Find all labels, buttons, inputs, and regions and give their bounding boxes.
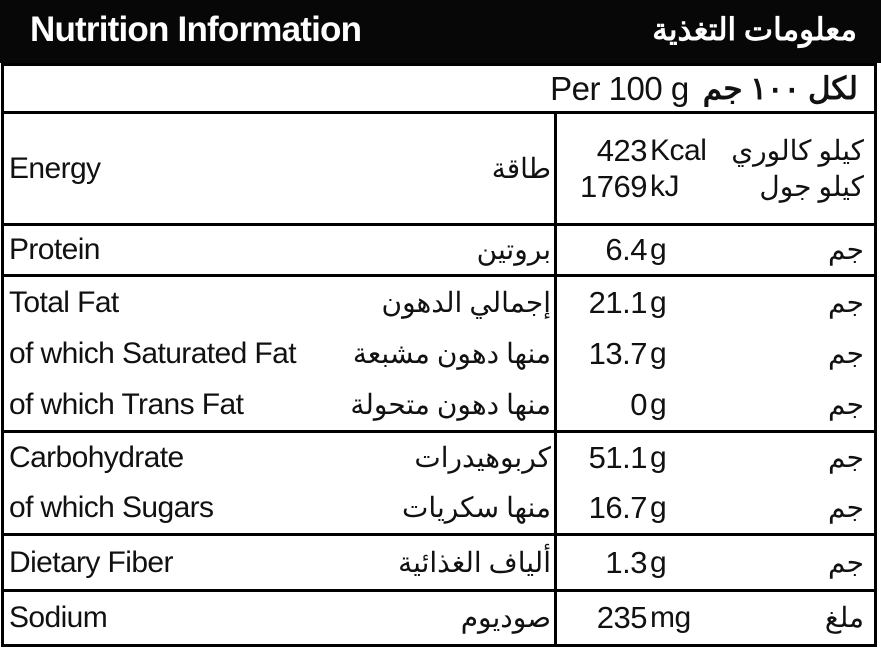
energy-kj-line: 1769 kJ كيلو جول <box>557 169 874 205</box>
protein-unit-en: g <box>650 233 667 266</box>
row-sodium: Sodium صوديوم 235 mg ملغ <box>4 592 874 644</box>
trans-fat-unit-ar: جم <box>828 389 864 421</box>
row-saturated-fat: of which Saturated Fat منها دهون مشبعة 1… <box>4 328 874 379</box>
sugars-label-en: of which Sugars <box>9 491 214 524</box>
protein-value-cell: 6.4 g جم <box>557 226 874 274</box>
fiber-label-cell: Dietary Fiber ألياف الغذائية <box>4 536 557 589</box>
row-protein: Protein بروتين 6.4 g جم <box>4 226 874 274</box>
sugars-label-ar: منها سكريات <box>402 493 551 524</box>
energy-label-en: Energy <box>9 151 101 185</box>
sodium-label-ar: صوديوم <box>460 603 551 634</box>
energy-kcal-value: 423 <box>596 132 648 168</box>
trans-fat-value: 0 <box>630 386 647 422</box>
protein-label-cell: Protein بروتين <box>4 226 557 274</box>
sugars-unit-en: g <box>650 491 667 524</box>
sodium-value-cell: 235 mg ملغ <box>557 592 874 644</box>
title-arabic: معلومات التغذية <box>652 11 857 47</box>
title-english: Nutrition Information <box>30 9 362 49</box>
trans-fat-label-en: of which Trans Fat <box>9 387 244 421</box>
fiber-unit-ar: جم <box>828 547 864 579</box>
carbohydrate-value: 51.1 <box>588 440 648 475</box>
saturated-fat-value-cell: 13.7 g جم <box>557 328 874 379</box>
trans-fat-label-cell: of which Trans Fat منها دهون متحولة <box>4 379 557 430</box>
protein-label-ar: بروتين <box>476 235 551 266</box>
row-carbohydrate: Carbohydrate كربوهيدرات 51.1 g جم <box>4 433 874 483</box>
header-bar: Nutrition Information معلومات التغذية <box>0 0 881 63</box>
per-100g-english: Per 100 g <box>550 69 689 107</box>
energy-kcal-unit-en: Kcal <box>650 133 707 167</box>
trans-fat-label-ar: منها دهون متحولة <box>350 389 551 421</box>
fiber-value-cell: 1.3 g جم <box>557 536 874 589</box>
saturated-fat-value: 13.7 <box>588 335 648 371</box>
row-trans-fat: of which Trans Fat منها دهون متحولة 0 g … <box>4 379 874 430</box>
sodium-unit-ar: ملغ <box>824 603 864 634</box>
energy-value-stack: 423 Kcal كيلو كالوري 1769 kJ كيلو جول <box>557 133 874 205</box>
total-fat-unit-ar: جم <box>828 287 864 319</box>
per-100g-arabic: لكل ١٠٠ جم <box>702 70 858 106</box>
total-fat-value: 21.1 <box>588 284 648 320</box>
trans-fat-unit-en: g <box>650 387 667 421</box>
carbohydrate-label-cell: Carbohydrate كربوهيدرات <box>4 433 557 483</box>
fiber-unit-en: g <box>650 545 667 579</box>
carbohydrate-label-ar: كربوهيدرات <box>414 443 551 474</box>
sodium-label-en: Sodium <box>9 601 108 634</box>
fiber-label-en: Dietary Fiber <box>9 545 174 579</box>
saturated-fat-label-cell: of which Saturated Fat منها دهون مشبعة <box>4 328 557 379</box>
row-sugars: of which Sugars منها سكريات 16.7 g جم <box>4 483 874 533</box>
fiber-label-ar: ألياف الغذائية <box>398 547 551 579</box>
sugars-value: 16.7 <box>588 490 648 525</box>
fiber-block: Dietary Fiber ألياف الغذائية 1.3 g جم <box>4 536 874 592</box>
energy-kcal-unit-ar: كيلو كالوري <box>731 135 864 167</box>
sodium-value: 235 <box>596 600 648 635</box>
energy-kcal-line: 423 Kcal كيلو كالوري <box>557 133 874 169</box>
row-energy: Energy طاقة 423 Kcal كيلو كالوري 1769 kJ <box>4 114 874 223</box>
protein-value: 6.4 <box>605 232 647 267</box>
protein-unit-ar: جم <box>828 235 864 266</box>
energy-label-ar: طاقة <box>491 153 551 185</box>
sodium-block: Sodium صوديوم 235 mg ملغ <box>4 592 874 647</box>
sodium-unit-en: mg <box>650 601 691 634</box>
total-fat-label-cell: Total Fat إجمالي الدهون <box>4 277 557 328</box>
total-fat-label-ar: إجمالي الدهون <box>381 287 551 319</box>
sodium-label-cell: Sodium صوديوم <box>4 592 557 644</box>
trans-fat-value-cell: 0 g جم <box>557 379 874 430</box>
carbohydrate-value-cell: 51.1 g جم <box>557 433 874 483</box>
energy-label-cell: Energy طاقة <box>4 114 557 223</box>
nutrition-table: Per 100 g لكل ١٠٠ جم Energy طاقة 423 Kca… <box>1 63 877 647</box>
saturated-fat-label-en: of which Saturated Fat <box>9 336 297 370</box>
saturated-fat-label-ar: منها دهون مشبعة <box>352 338 551 370</box>
energy-kj-unit-en: kJ <box>650 169 680 203</box>
energy-block: Energy طاقة 423 Kcal كيلو كالوري 1769 kJ <box>4 114 874 226</box>
fiber-value: 1.3 <box>605 544 647 580</box>
saturated-fat-unit-en: g <box>650 336 667 370</box>
total-fat-value-cell: 21.1 g جم <box>557 277 874 328</box>
energy-kj-unit-ar: كيلو جول <box>759 171 864 203</box>
protein-label-en: Protein <box>9 233 100 266</box>
total-fat-unit-en: g <box>650 285 667 319</box>
carbohydrate-label-en: Carbohydrate <box>9 441 184 474</box>
sugars-unit-ar: جم <box>828 493 864 524</box>
carbohydrate-block: Carbohydrate كربوهيدرات 51.1 g جم of whi… <box>4 433 874 536</box>
sugars-value-cell: 16.7 g جم <box>557 483 874 533</box>
protein-block: Protein بروتين 6.4 g جم <box>4 226 874 277</box>
row-total-fat: Total Fat إجمالي الدهون 21.1 g جم <box>4 277 874 328</box>
carbohydrate-unit-ar: جم <box>828 443 864 474</box>
saturated-fat-unit-ar: جم <box>828 338 864 370</box>
per-100g-row: Per 100 g لكل ١٠٠ جم <box>4 66 874 114</box>
row-dietary-fiber: Dietary Fiber ألياف الغذائية 1.3 g جم <box>4 536 874 589</box>
energy-kj-value: 1769 <box>580 168 647 204</box>
energy-value-cell: 423 Kcal كيلو كالوري 1769 kJ كيلو جول <box>557 114 874 223</box>
total-fat-label-en: Total Fat <box>9 285 119 319</box>
fat-block: Total Fat إجمالي الدهون 21.1 g جم of whi… <box>4 277 874 433</box>
carbohydrate-unit-en: g <box>650 441 667 474</box>
sugars-label-cell: of which Sugars منها سكريات <box>4 483 557 533</box>
